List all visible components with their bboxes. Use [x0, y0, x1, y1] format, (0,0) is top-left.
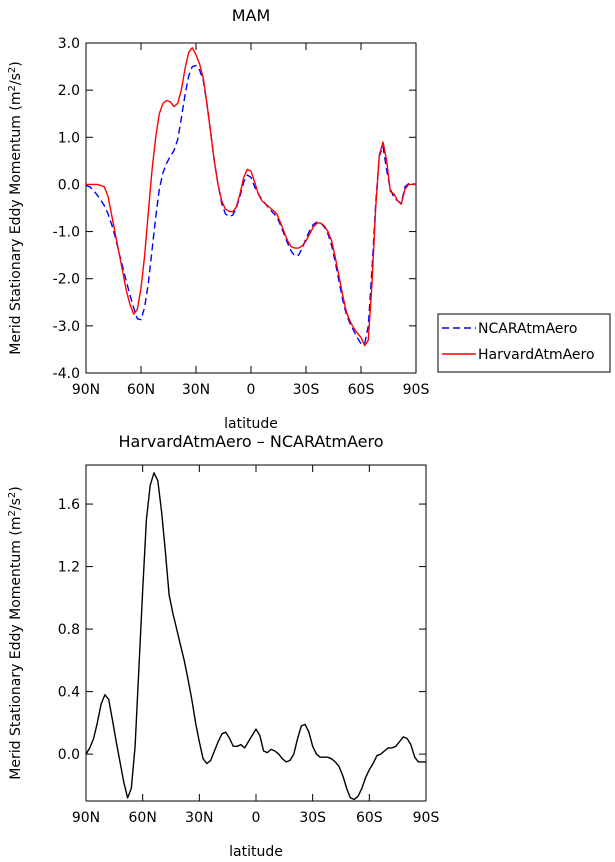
top-y-tick-label: -4.0	[53, 366, 80, 382]
top-y-ticks: -4.0 -3.0 -2.0 -1.0 0.0 1.0 2.0 3.0	[53, 36, 416, 382]
top-y-tick-label: -1.0	[53, 225, 80, 241]
bottom-y-tick-label: 1.6	[58, 497, 80, 513]
top-y-tick-label: 2.0	[58, 83, 80, 99]
top-x-tick-label: 30S	[293, 382, 320, 398]
top-series-line-ncaratmaero	[85, 64, 417, 345]
legend: NCARAtmAero HarvardAtmAero	[437, 313, 611, 373]
bottom-x-tick-label: 90N	[72, 810, 100, 826]
bottom-panel: HarvardAtmAero – NCARAtmAero latitude Me…	[7, 432, 440, 860]
top-x-axis-label: latitude	[224, 416, 278, 432]
top-y-tick-label: -2.0	[53, 272, 80, 288]
bottom-x-tick-label: 60S	[356, 810, 383, 826]
top-x-tick-label: 90S	[403, 382, 430, 398]
bottom-panel-title: HarvardAtmAero – NCARAtmAero	[119, 432, 384, 451]
top-x-tick-label: 90N	[72, 382, 100, 398]
top-y-tick-label: 3.0	[58, 36, 80, 52]
bottom-x-tick-label: 30S	[299, 810, 326, 826]
bottom-y-tick-label: 0.4	[58, 685, 80, 701]
legend-label-harvard: HarvardAtmAero	[478, 347, 595, 363]
top-panel-title: MAM	[232, 6, 271, 25]
bottom-x-tick-label: 60N	[129, 810, 157, 826]
bottom-plot-frame	[85, 464, 427, 802]
top-x-tick-label: 0	[247, 382, 256, 398]
top-y-tick-label: 1.0	[58, 130, 80, 146]
top-series	[85, 47, 417, 347]
bottom-x-tick-label: 0	[252, 810, 261, 826]
bottom-y-tick-label: 0.8	[58, 622, 80, 638]
top-x-tick-label: 60N	[127, 382, 155, 398]
top-plot-frame	[85, 42, 417, 374]
top-y-tick-label: 0.0	[58, 177, 80, 193]
top-panel: MAM latitude Merid Stationary Eddy Momen…	[7, 6, 430, 432]
bottom-series	[85, 472, 426, 801]
top-x-tick-label: 30N	[182, 382, 210, 398]
bottom-x-axis-label: latitude	[229, 844, 283, 860]
legend-box	[437, 313, 611, 373]
bottom-y-tick-label: 0.0	[58, 747, 80, 763]
bottom-y-axis-label: Merid Stationary Eddy Momentum (m2/s2)	[7, 486, 25, 779]
bottom-y-ticks: 0.0 0.4 0.8 1.2 1.6	[58, 497, 426, 763]
top-x-tick-label: 60S	[348, 382, 375, 398]
legend-label-ncar: NCARAtmAero	[478, 321, 577, 337]
bottom-x-ticks: 90N 60N 30N 0 30S 60S 90S	[72, 465, 440, 826]
bottom-x-tick-label: 30N	[185, 810, 213, 826]
bottom-y-tick-label: 1.2	[58, 560, 80, 576]
top-y-axis-label: Merid Stationary Eddy Momentum (m2/s2)	[7, 61, 25, 354]
top-x-ticks: 90N 60N 30N 0 30S 60S 90S	[72, 43, 430, 398]
top-series-line-harvardatmaero	[86, 47, 416, 347]
bottom-series-line-difference	[85, 472, 426, 801]
top-y-tick-label: -3.0	[53, 319, 80, 335]
bottom-x-tick-label: 90S	[413, 810, 440, 826]
